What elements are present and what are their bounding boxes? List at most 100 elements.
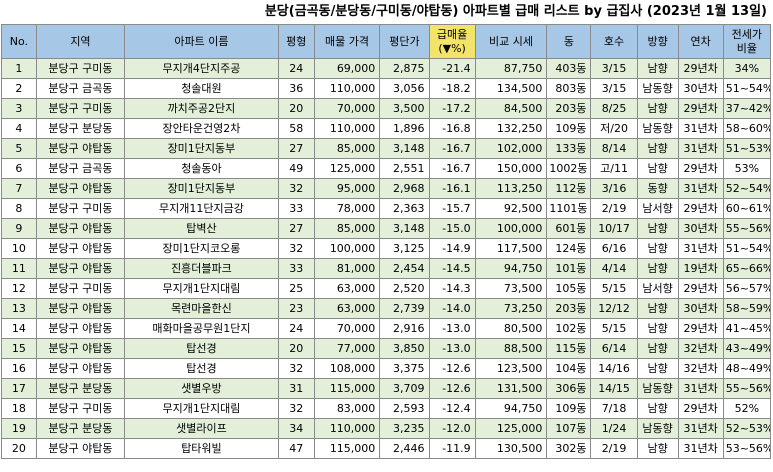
cell-price[interactable]: 95,000 — [313, 178, 381, 199]
cell-compare-price[interactable]: 73,250 — [474, 298, 548, 319]
table-row[interactable]: 20 분당구 야탑동 탑타워빌 47 115,000 2,446 -11.9 130,500 3… — [1, 438, 772, 459]
cell-price[interactable]: 81,000 — [313, 258, 381, 279]
cell-ho[interactable]: 3/15 — [590, 78, 638, 99]
cell-dong[interactable]: 115동 — [546, 338, 592, 359]
cell-region[interactable]: 분당구 야탑동 — [35, 258, 126, 279]
cell-apartment[interactable]: 청솔동아 — [124, 158, 279, 179]
cell-jeonse-ratio[interactable]: 51~53% — [722, 138, 772, 159]
cell-per-pyeong[interactable]: 2,916 — [379, 318, 430, 339]
cell-direction[interactable]: 남향 — [636, 238, 679, 259]
cell-size[interactable]: 33 — [277, 198, 315, 219]
cell-jeonse-ratio[interactable]: 58~59% — [722, 298, 772, 319]
cell-size[interactable]: 24 — [277, 318, 315, 339]
cell-price[interactable]: 110,000 — [313, 118, 381, 139]
cell-dong[interactable]: 1002동 — [546, 158, 592, 179]
cell-compare-price[interactable]: 92,500 — [474, 198, 548, 219]
cell-drop-rate[interactable]: -15.0 — [428, 218, 476, 239]
cell-price[interactable]: 110,000 — [313, 418, 381, 439]
cell-price[interactable]: 83,000 — [313, 398, 381, 419]
cell-apartment[interactable]: 장미1단지동부 — [124, 178, 279, 199]
cell-direction[interactable]: 남서향 — [636, 278, 679, 299]
cell-direction[interactable]: 남향 — [636, 338, 679, 359]
cell-apartment[interactable]: 탑선경 — [124, 358, 279, 379]
cell-apartment[interactable]: 탑선경 — [124, 338, 279, 359]
cell-price[interactable]: 63,000 — [313, 298, 381, 319]
cell-jeonse-ratio[interactable]: 51~54% — [722, 78, 772, 99]
cell-region[interactable]: 분당구 야탑동 — [35, 178, 126, 199]
cell-no[interactable]: 15 — [1, 338, 37, 359]
cell-size[interactable]: 32 — [277, 178, 315, 199]
cell-compare-price[interactable]: 87,750 — [474, 58, 548, 79]
cell-price[interactable]: 77,000 — [313, 338, 381, 359]
cell-compare-price[interactable]: 123,500 — [474, 358, 548, 379]
cell-apartment[interactable]: 목련마을한신 — [124, 298, 279, 319]
cell-no[interactable]: 1 — [1, 58, 37, 79]
cell-compare-price[interactable]: 100,000 — [474, 218, 548, 239]
cell-per-pyeong[interactable]: 2,520 — [379, 278, 430, 299]
cell-per-pyeong[interactable]: 2,551 — [379, 158, 430, 179]
cell-compare-price[interactable]: 73,500 — [474, 278, 548, 299]
cell-apartment[interactable]: 매화마을공무원1단지 — [124, 318, 279, 339]
cell-compare-price[interactable]: 94,750 — [474, 258, 548, 279]
table-row[interactable]: 13 분당구 야탑동 목련마을한신 23 63,000 2,739 -14.0 73,250 2… — [1, 298, 772, 319]
cell-price[interactable]: 125,000 — [313, 158, 381, 179]
cell-ho[interactable]: 5/15 — [590, 318, 638, 339]
cell-size[interactable]: 32 — [277, 238, 315, 259]
cell-year[interactable]: 29년차 — [677, 158, 724, 179]
cell-compare-price[interactable]: 131,500 — [474, 378, 548, 399]
cell-year[interactable]: 31년차 — [677, 238, 724, 259]
cell-compare-price[interactable]: 130,500 — [474, 438, 548, 459]
table-row[interactable]: 10 분당구 야탑동 장미1단지코오롱 32 100,000 3,125 -14.9 117,… — [1, 238, 772, 259]
cell-apartment[interactable]: 무지개1단지대림 — [124, 398, 279, 419]
cell-year[interactable]: 31년차 — [677, 178, 724, 199]
cell-price[interactable]: 110,000 — [313, 78, 381, 99]
cell-ho[interactable]: 6/16 — [590, 238, 638, 259]
cell-size[interactable]: 23 — [277, 298, 315, 319]
cell-apartment[interactable]: 탑타워빌 — [124, 438, 279, 459]
cell-jeonse-ratio[interactable]: 58~60% — [722, 118, 772, 139]
cell-region[interactable]: 분당구 구미동 — [35, 398, 126, 419]
cell-region[interactable]: 분당구 구미동 — [35, 58, 126, 79]
cell-dong[interactable]: 306동 — [546, 378, 592, 399]
cell-region[interactable]: 분당구 분당동 — [35, 378, 126, 399]
cell-jeonse-ratio[interactable]: 56~57% — [722, 278, 772, 299]
table-row[interactable]: 1 분당구 구미동 무지개4단지주공 24 69,000 2,875 -21.4 87,750… — [1, 58, 772, 79]
cell-jeonse-ratio[interactable]: 52~54% — [722, 178, 772, 199]
cell-size[interactable]: 36 — [277, 78, 315, 99]
header-ho[interactable]: 호수 — [590, 24, 638, 59]
cell-dong[interactable]: 203동 — [546, 98, 592, 119]
cell-dong[interactable]: 101동 — [546, 258, 592, 279]
cell-dong[interactable]: 403동 — [546, 58, 592, 79]
cell-no[interactable]: 14 — [1, 318, 37, 339]
cell-price[interactable]: 70,000 — [313, 318, 381, 339]
cell-dong[interactable]: 133동 — [546, 138, 592, 159]
cell-drop-rate[interactable]: -12.6 — [428, 358, 476, 379]
cell-region[interactable]: 분당구 야탑동 — [35, 318, 126, 339]
cell-per-pyeong[interactable]: 2,363 — [379, 198, 430, 219]
cell-direction[interactable]: 남향 — [636, 58, 679, 79]
header-jeonse-ratio[interactable]: 전세가 비율 — [722, 24, 772, 59]
cell-ho[interactable]: 2/19 — [590, 198, 638, 219]
cell-jeonse-ratio[interactable]: 53~56% — [722, 438, 772, 459]
cell-year[interactable]: 31년차 — [677, 118, 724, 139]
cell-region[interactable]: 분당구 금곡동 — [35, 78, 126, 99]
cell-dong[interactable]: 107동 — [546, 418, 592, 439]
cell-no[interactable]: 18 — [1, 398, 37, 419]
cell-per-pyeong[interactable]: 2,875 — [379, 58, 430, 79]
header-direction[interactable]: 방향 — [636, 24, 679, 59]
cell-size[interactable]: 20 — [277, 338, 315, 359]
cell-size[interactable]: 47 — [277, 438, 315, 459]
cell-size[interactable]: 34 — [277, 418, 315, 439]
table-row[interactable]: 2 분당구 금곡동 청솔대원 36 110,000 3,056 -18.2 134,500 80… — [1, 78, 772, 99]
cell-ho[interactable]: 12/12 — [590, 298, 638, 319]
cell-compare-price[interactable]: 88,500 — [474, 338, 548, 359]
cell-per-pyeong[interactable]: 2,593 — [379, 398, 430, 419]
cell-region[interactable]: 분당구 야탑동 — [35, 298, 126, 319]
cell-compare-price[interactable]: 102,000 — [474, 138, 548, 159]
header-year[interactable]: 연차 — [677, 24, 724, 59]
cell-size[interactable]: 25 — [277, 278, 315, 299]
cell-no[interactable]: 6 — [1, 158, 37, 179]
cell-year[interactable]: 29년차 — [677, 318, 724, 339]
cell-per-pyeong[interactable]: 3,235 — [379, 418, 430, 439]
cell-jeonse-ratio[interactable]: 43~49% — [722, 338, 772, 359]
